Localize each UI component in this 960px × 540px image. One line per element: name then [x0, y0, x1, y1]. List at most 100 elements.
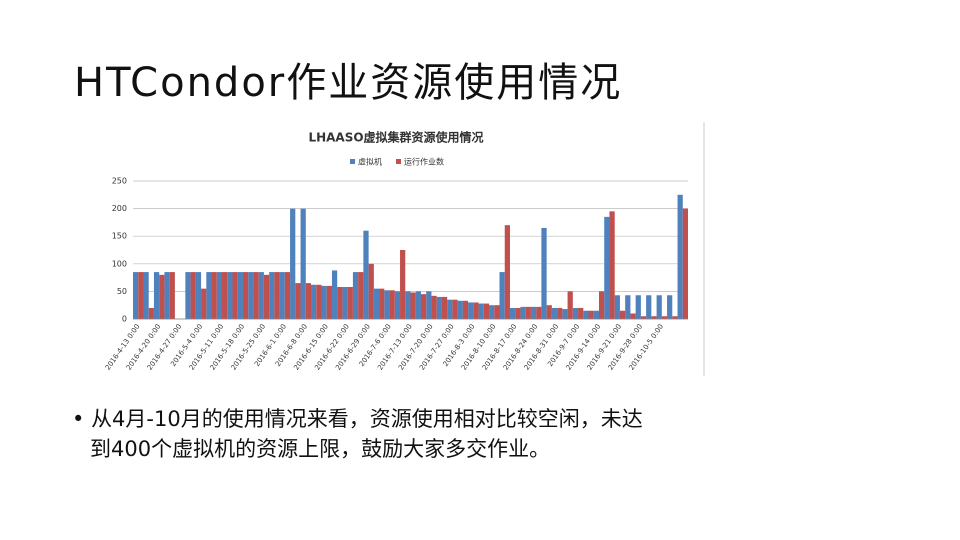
bar: [400, 250, 406, 319]
bar: [667, 295, 673, 319]
bar: [551, 307, 558, 319]
bar: [284, 272, 291, 319]
bar: [462, 300, 469, 319]
bar: [138, 272, 144, 319]
legend-swatch: [396, 159, 401, 164]
bar: [520, 306, 526, 319]
bar: [164, 272, 170, 319]
y-tick-label: 0: [122, 315, 127, 324]
bar: [478, 303, 484, 319]
bar: [672, 316, 678, 319]
bar: [201, 288, 207, 319]
bar: [509, 307, 516, 319]
bar: [468, 302, 474, 319]
bar: [337, 286, 343, 319]
bar: [253, 272, 259, 319]
chart-frame: [90, 122, 704, 376]
bar: [279, 272, 285, 319]
bar: [305, 283, 312, 319]
bar: [321, 285, 327, 319]
bar: [483, 303, 490, 319]
bar: [420, 294, 427, 319]
bar: [572, 307, 579, 319]
legend-label: 虚拟机: [358, 157, 382, 167]
bar: [232, 272, 238, 319]
bar: [379, 288, 385, 319]
bar: [489, 305, 495, 319]
bar: [248, 272, 254, 319]
bar: [646, 295, 652, 319]
bar: [583, 310, 589, 319]
bar: [426, 291, 432, 319]
bar: [300, 208, 306, 319]
bar: [347, 286, 353, 319]
bar: [635, 295, 641, 319]
bar: [363, 230, 369, 319]
bar: [405, 291, 411, 319]
bar: [604, 216, 610, 319]
bar: [216, 272, 223, 319]
bar: [295, 283, 301, 319]
legend-swatch: [350, 159, 355, 164]
bar: [133, 272, 139, 319]
bar: [263, 274, 270, 319]
bar: [237, 272, 243, 319]
bar: [630, 313, 636, 319]
bar: [358, 272, 364, 319]
bar: [373, 288, 380, 319]
bar: [530, 306, 537, 319]
bar: [269, 272, 275, 319]
bar: [515, 307, 521, 319]
bar: [593, 310, 599, 319]
y-tick-label: 250: [112, 177, 127, 186]
bar: [562, 309, 568, 319]
bar: [614, 295, 620, 319]
y-tick-label: 50: [117, 287, 127, 296]
bar: [452, 299, 458, 319]
y-tick-label: 100: [112, 259, 127, 268]
bar: [656, 295, 662, 319]
legend-label: 运行作业数: [404, 157, 444, 167]
bar: [410, 292, 416, 319]
bar: [415, 291, 421, 319]
bar: [677, 194, 683, 319]
bar: [242, 272, 249, 319]
bar: [342, 286, 348, 319]
y-tick-label: 150: [112, 232, 127, 241]
y-tick-label: 200: [112, 204, 127, 213]
bullet: • 从4月-10月的使用情况来看，资源使用相对比较空闲，未达 到400个虚拟机的…: [72, 404, 643, 464]
bar: [473, 302, 479, 319]
bar: [578, 307, 584, 319]
bar: [625, 295, 631, 319]
bar: [504, 225, 510, 319]
bar: [431, 295, 437, 319]
bar: [394, 291, 401, 319]
bar: [190, 272, 196, 319]
bar: [499, 272, 505, 319]
bar: [290, 208, 296, 319]
bar: [651, 316, 657, 319]
bar: [598, 291, 605, 319]
bar: [211, 272, 217, 319]
bullet-line: • 从4月-10月的使用情况来看，资源使用相对比较空闲，未达: [72, 407, 643, 431]
bar: [661, 316, 668, 319]
bar: [384, 290, 390, 319]
bar: [153, 272, 160, 319]
bar: [143, 272, 149, 319]
bar: [494, 305, 500, 319]
bar: [185, 272, 191, 319]
bar: [541, 227, 547, 319]
bar: [447, 299, 453, 319]
bar: [274, 272, 280, 319]
bullet-line: 到400个虚拟机的资源上限，鼓励大家多交作业。: [90, 437, 551, 461]
bar: [567, 291, 573, 319]
bar: [525, 306, 531, 319]
bar: [222, 272, 228, 319]
bar: [682, 208, 688, 319]
bar: [227, 272, 233, 319]
bar: [195, 272, 202, 319]
bar: [557, 307, 563, 319]
bar: [258, 272, 264, 319]
